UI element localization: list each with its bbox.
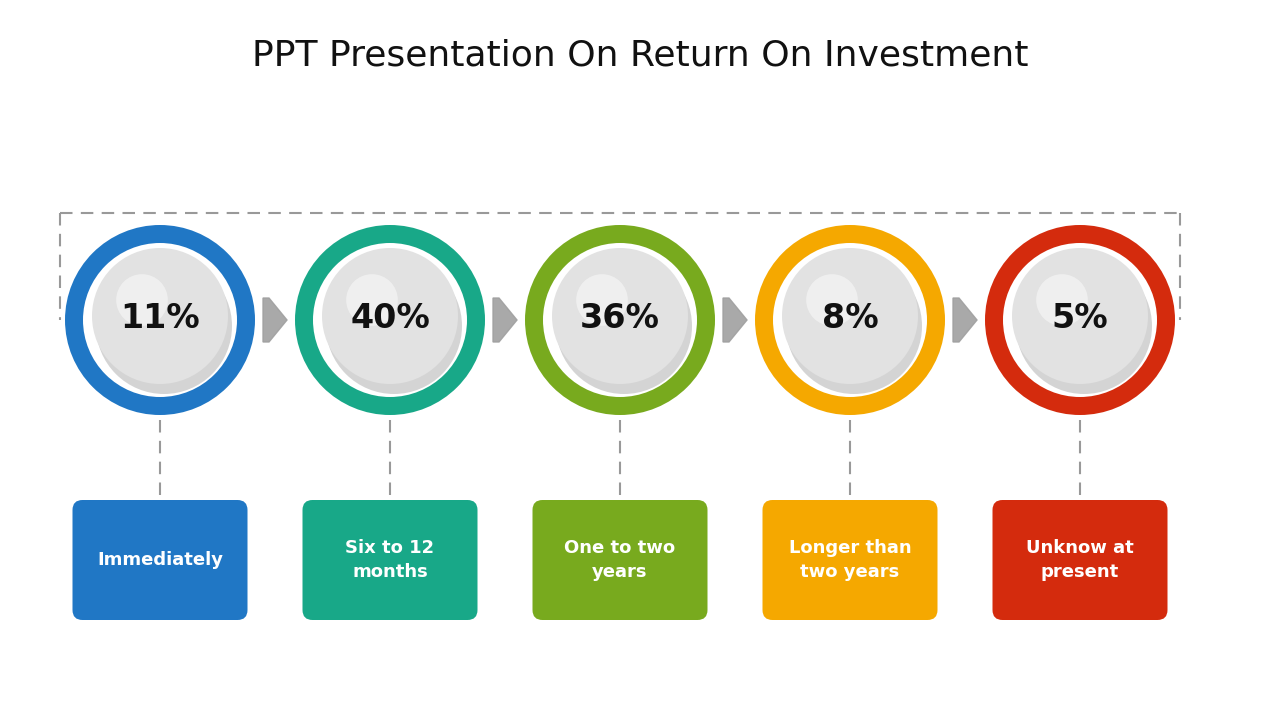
Text: 8%: 8% [822,302,878,335]
Circle shape [755,225,945,415]
Text: 36%: 36% [580,302,660,335]
Circle shape [65,225,255,415]
Circle shape [83,243,237,397]
Polygon shape [493,298,517,342]
Polygon shape [723,298,748,342]
Circle shape [96,258,232,394]
Text: PPT Presentation On Return On Investment: PPT Presentation On Return On Investment [252,38,1028,72]
Circle shape [92,248,228,384]
Circle shape [806,274,858,326]
Text: 40%: 40% [351,302,430,335]
Circle shape [323,248,458,384]
FancyBboxPatch shape [73,500,247,620]
Circle shape [773,243,927,397]
Polygon shape [262,298,287,342]
Text: Longer than
two years: Longer than two years [788,539,911,581]
Circle shape [294,225,485,415]
Circle shape [326,258,462,394]
Circle shape [782,248,918,384]
Text: 5%: 5% [1052,302,1108,335]
Text: One to two
years: One to two years [564,539,676,581]
Text: 11%: 11% [120,302,200,335]
FancyBboxPatch shape [532,500,708,620]
FancyBboxPatch shape [992,500,1167,620]
Circle shape [525,225,716,415]
Circle shape [314,243,467,397]
Circle shape [1004,243,1157,397]
Circle shape [556,258,692,394]
Circle shape [1016,258,1152,394]
Circle shape [986,225,1175,415]
Text: Six to 12
months: Six to 12 months [346,539,435,581]
Circle shape [543,243,698,397]
Text: Immediately: Immediately [97,551,223,569]
FancyBboxPatch shape [302,500,477,620]
Circle shape [576,274,628,326]
FancyBboxPatch shape [763,500,937,620]
Text: Unknow at
present: Unknow at present [1027,539,1134,581]
Circle shape [1012,248,1148,384]
Polygon shape [954,298,977,342]
Circle shape [116,274,168,326]
Circle shape [1037,274,1088,326]
Circle shape [786,258,922,394]
Circle shape [552,248,689,384]
Circle shape [346,274,398,326]
